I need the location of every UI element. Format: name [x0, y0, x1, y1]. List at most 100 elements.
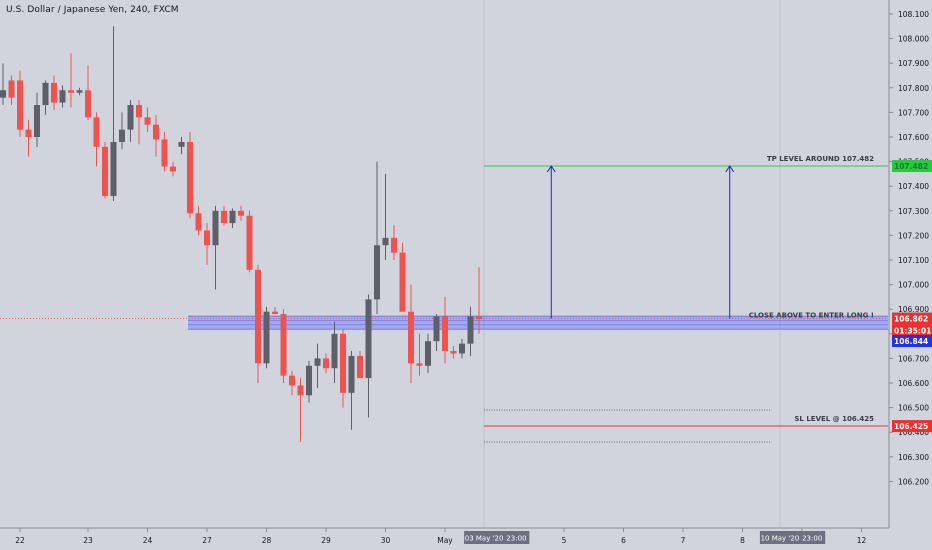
current-price-tag-bg: [892, 334, 932, 347]
candle-body: [204, 230, 210, 246]
current-price-tag: 106.844: [894, 337, 928, 346]
time-tag-label: 03 May '20: [465, 535, 504, 543]
time-tag-label: 23:00: [802, 535, 822, 543]
tp-level-label: TP LEVEL AROUND 107.482: [767, 155, 874, 163]
countdown-tag: 01:35:01: [894, 327, 931, 336]
price-tick-label: 106.400: [898, 428, 929, 437]
candle-body: [459, 343, 465, 354]
candle-body: [25, 129, 32, 137]
time-tick-label: 30: [381, 536, 391, 545]
time-tick-label: 12: [857, 536, 867, 545]
price-tick-label: 107.200: [898, 231, 929, 240]
candle-body: [110, 141, 117, 197]
time-tag-bg: [759, 531, 800, 544]
price-tick-label: 106.500: [898, 404, 929, 413]
candle-body: [68, 90, 74, 93]
candle-body: [153, 124, 159, 140]
price-tick-label: 106.300: [898, 453, 929, 462]
candle-body: [306, 365, 312, 396]
candle-body: [0, 90, 6, 98]
time-tick-label: 28: [262, 536, 272, 545]
price-tick-label: 107.400: [898, 182, 929, 191]
candle-body: [391, 237, 397, 253]
countdown-tag-bg: [892, 324, 932, 337]
plot-background: [0, 0, 888, 528]
candle-body: [246, 215, 253, 270]
chart-title: U.S. Dollar / Japanese Yen, 240, FXCM: [6, 5, 179, 15]
time-tick-label: 27: [202, 536, 212, 545]
price-axis[interactable]: [889, 0, 932, 550]
price-tick-label: 106.200: [898, 477, 929, 486]
candle-body: [187, 141, 193, 214]
candle-body: [467, 316, 474, 344]
time-tick-label: 29: [321, 536, 331, 545]
sl-price-tag: 106.425: [894, 422, 928, 431]
candle-body: [178, 141, 185, 147]
candle-body: [408, 311, 414, 364]
candle-body: [229, 210, 236, 224]
time-tick-label: 7: [681, 536, 686, 545]
candle-body: [263, 311, 270, 364]
time-tag-label: 10 May '20: [761, 535, 800, 543]
entry-price-tag: 106.862: [894, 315, 928, 324]
time-tick-label: May: [437, 536, 453, 545]
price-tick-label: 107.900: [898, 59, 929, 68]
price-tick-label: 107.800: [898, 84, 929, 93]
price-tick-label: 107.300: [898, 207, 929, 216]
candle-body: [93, 117, 100, 147]
candle-body: [255, 269, 261, 364]
tp-price-tag-bg: [892, 160, 932, 173]
price-tick-label: 107.000: [898, 281, 929, 290]
price-tick-label: 106.600: [898, 379, 929, 388]
candle-body: [289, 375, 295, 386]
time-tag-bg: [799, 531, 826, 544]
candle-body: [127, 105, 134, 130]
candle-body: [42, 82, 49, 106]
candle-body: [442, 316, 448, 352]
time-tick-label: 24: [143, 536, 153, 545]
candle-body: [476, 316, 482, 320]
candle-body: [374, 245, 380, 300]
candle-body: [59, 90, 66, 103]
entry-price-tag-bg: [892, 312, 932, 325]
candle-body: [212, 210, 219, 246]
price-tick-label: 107.100: [898, 256, 929, 265]
candle-body: [144, 117, 151, 125]
candle-body: [221, 210, 227, 224]
price-tick-label: 106.900: [898, 305, 929, 314]
entry-zone-band: [188, 315, 888, 331]
candle-body: [8, 80, 15, 98]
candle-body: [34, 105, 40, 137]
price-tick-label: 108.100: [898, 10, 929, 19]
candle-body: [450, 351, 457, 354]
time-tag-bg: [464, 531, 505, 544]
time-tick-label: 6: [621, 536, 626, 545]
candle-body: [195, 213, 202, 231]
time-tick-label: 23: [83, 536, 93, 545]
candle-body: [357, 355, 363, 379]
time-tick-label: 8: [740, 536, 745, 545]
price-tick-label: 108.000: [898, 35, 929, 44]
candle-body: [161, 139, 168, 167]
candle-body: [433, 316, 440, 342]
candle-body: [76, 90, 83, 93]
candle-body: [85, 90, 91, 118]
candle-body: [323, 358, 329, 369]
time-tick-label: 22: [15, 536, 25, 545]
candle-body: [102, 146, 108, 197]
candle-body: [382, 237, 389, 246]
candle-body: [280, 314, 287, 376]
candle-body: [348, 355, 355, 393]
time-tag-bg: [503, 531, 530, 544]
price-tick-label: 106.700: [898, 354, 929, 363]
time-tick-label: 5: [562, 536, 567, 545]
candle-body: [416, 363, 423, 366]
entry-level-label: CLOSE ABOVE TO ENTER LONG !: [749, 312, 874, 320]
candle-body: [170, 166, 176, 172]
candle-body: [136, 105, 142, 118]
candle-body: [314, 358, 321, 366]
target-arrow-head: [725, 165, 735, 173]
candle-body: [17, 80, 23, 130]
